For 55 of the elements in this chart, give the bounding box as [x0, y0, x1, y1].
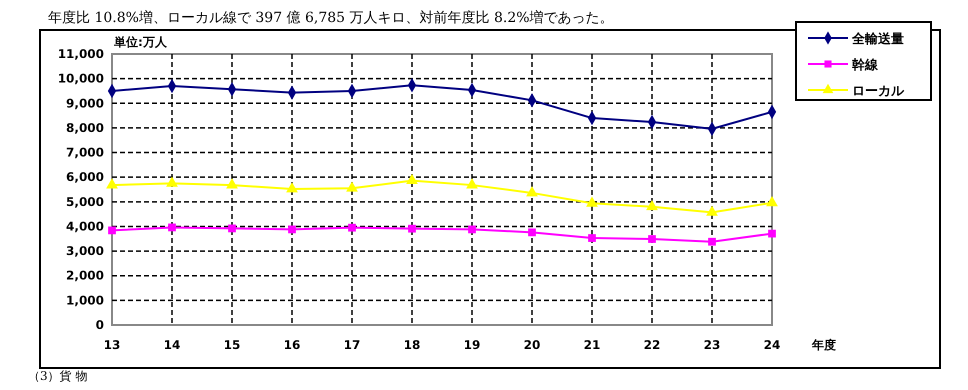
point [768, 230, 776, 238]
point [648, 235, 656, 243]
x-tick-label: 22 [644, 338, 660, 352]
y-tick-label: 10,000 [58, 72, 104, 86]
y-tick-label: 4,000 [66, 219, 104, 234]
y-tick-label: 3,000 [66, 244, 104, 258]
legend-label: ローカル [852, 84, 905, 99]
x-tick-label: 23 [704, 338, 720, 352]
y-tick-label: 5,000 [66, 194, 104, 209]
point [286, 182, 298, 192]
point [226, 178, 238, 188]
legend-label: 全輸送量 [851, 32, 904, 47]
x-tick-label: 16 [284, 338, 300, 352]
point [168, 224, 176, 232]
x-tick-label: 17 [344, 338, 360, 352]
point [228, 224, 236, 232]
point [346, 181, 358, 192]
x-axis-title: 年度 [811, 338, 836, 352]
text: （3）貨 物 [28, 369, 88, 383]
legend-label: 幹線 [852, 58, 879, 73]
y-tick-label: 0 [96, 318, 104, 332]
y-tick-label: 9,000 [66, 96, 104, 110]
x-tick-label: 15 [224, 338, 240, 352]
text: 年度比 10.8%増、ローカル線で 397 億 6,785 万人キロ、対前年度比 8.2%増であった。 [48, 9, 614, 26]
x-tick-label: 21 [584, 338, 600, 352]
point [646, 200, 658, 210]
point [408, 224, 416, 233]
point [706, 206, 718, 216]
point [106, 178, 118, 188]
y-tick-label: 1,000 [66, 293, 104, 308]
point [466, 178, 478, 188]
point [766, 196, 778, 206]
x-tick-label: 19 [464, 338, 480, 352]
x-tick-label: 13 [104, 338, 120, 352]
y-tick-label: 11,000 [58, 47, 104, 61]
point [588, 234, 596, 242]
point [528, 228, 536, 236]
point [166, 176, 178, 187]
point [468, 226, 476, 234]
x-tick-label: 14 [164, 338, 180, 352]
y-axis-title: 単位:万人 [113, 35, 168, 49]
y-tick-label: 7,000 [66, 146, 104, 160]
point [526, 186, 538, 196]
point [586, 196, 598, 207]
point [348, 224, 356, 232]
point [288, 226, 296, 234]
point [406, 174, 418, 184]
y-tick-label: 6,000 [66, 170, 104, 184]
y-tick-label: 8,000 [66, 120, 104, 135]
y-tick-label: 2,000 [66, 268, 104, 283]
x-tick-label: 24 [764, 338, 780, 352]
point [108, 226, 116, 234]
x-tick-label: 20 [524, 338, 540, 352]
x-tick-label: 18 [404, 338, 420, 352]
point [708, 238, 716, 246]
